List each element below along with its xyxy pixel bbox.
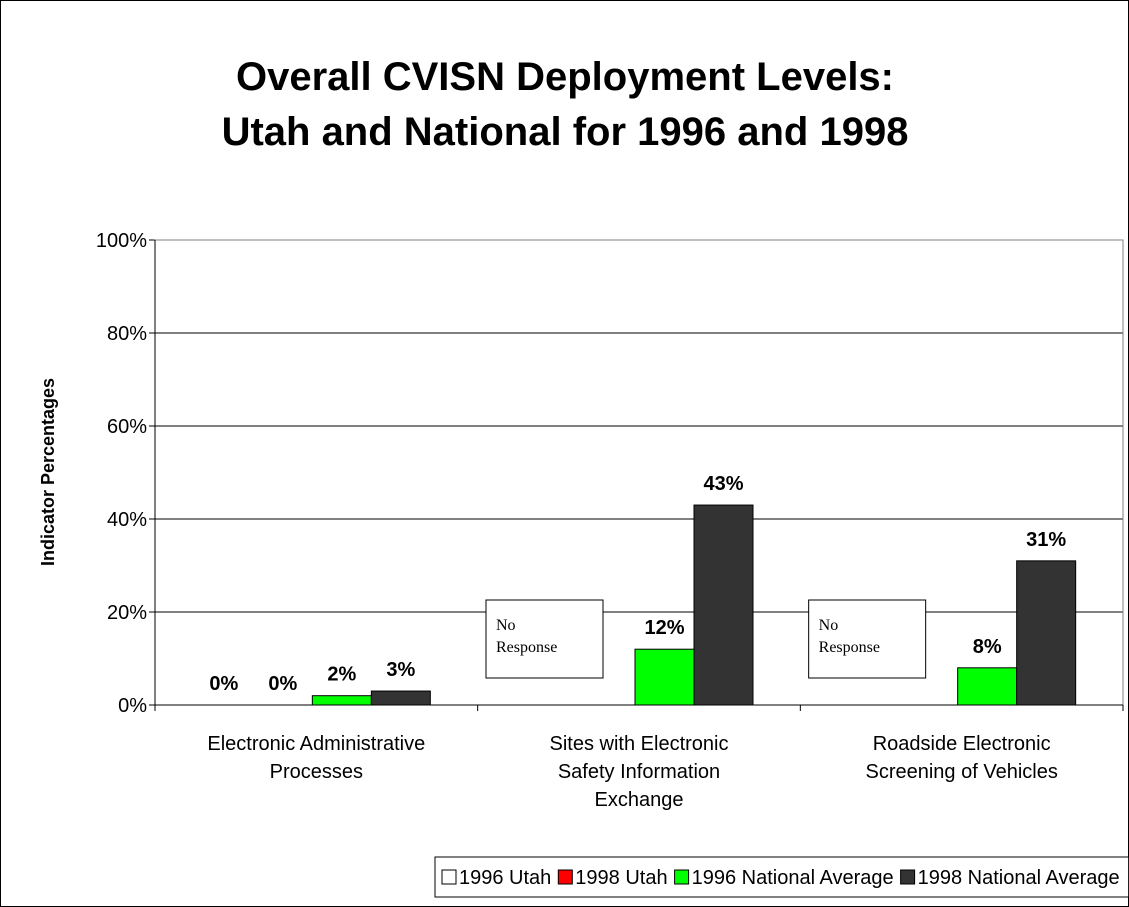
x-tick-label: Electronic Administrative Processes — [207, 733, 425, 783]
bar — [957, 667, 1018, 706]
bar — [693, 504, 754, 706]
y-tick-label: 0% — [118, 695, 147, 717]
legend-label: 1998 Utah — [575, 867, 667, 889]
data-label: 8% — [973, 636, 1002, 658]
annotation-box — [808, 599, 927, 679]
chart-title: Overall CVISN Deployment Levels: Utah and… — [222, 55, 909, 154]
annotation: No Response — [819, 617, 880, 656]
y-tick-label: 60% — [107, 416, 147, 438]
legend-swatch — [900, 869, 916, 885]
x-tick-label: Sites with Electronic Safety Information E… — [550, 733, 729, 811]
legend-swatch — [441, 869, 457, 885]
y-tick-label: 40% — [107, 509, 147, 531]
y-axis-label: Indicator Percentages — [38, 378, 58, 566]
data-label: 0% — [268, 673, 297, 695]
y-tick-label: 100% — [96, 230, 147, 252]
data-label: 2% — [327, 664, 356, 686]
data-label: 3% — [386, 659, 415, 681]
legend-label: 1996 National Average — [692, 867, 894, 889]
annotation: No Response — [496, 617, 557, 656]
data-label: 12% — [644, 617, 684, 639]
legend-label: 1996 Utah — [459, 867, 551, 889]
bar — [634, 648, 695, 706]
legend-label: 1998 National Average — [918, 867, 1120, 889]
x-tick-label: Roadside Electronic Screening of Vehicles — [865, 733, 1057, 783]
data-label: 43% — [703, 473, 743, 495]
legend-swatch — [674, 869, 690, 885]
y-tick-label: 80% — [107, 323, 147, 345]
data-label: 0% — [209, 673, 238, 695]
annotation-box — [485, 599, 604, 679]
data-label: 31% — [1026, 529, 1066, 551]
bar — [1016, 560, 1077, 706]
bar — [311, 695, 372, 706]
y-tick-label: 20% — [107, 602, 147, 624]
bar — [370, 690, 431, 706]
legend-swatch — [557, 869, 573, 885]
